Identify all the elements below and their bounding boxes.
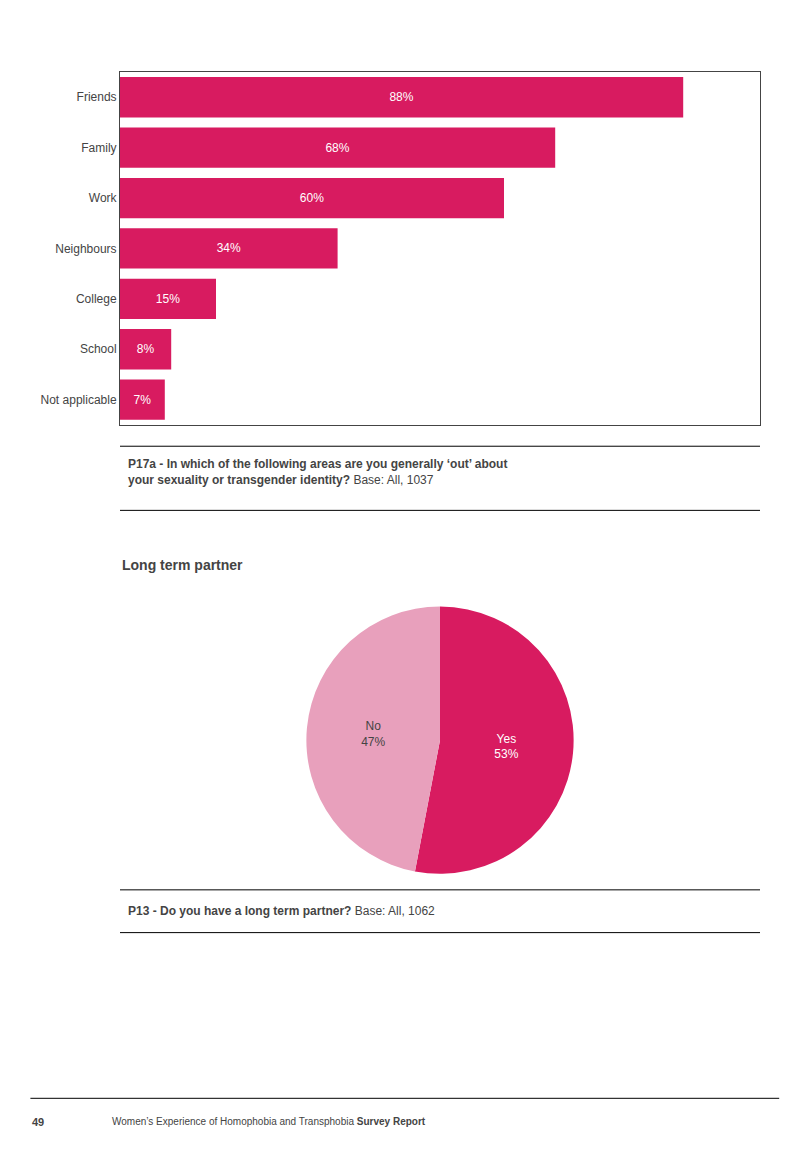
svg-text:49: 49 xyxy=(32,1116,44,1128)
svg-text:Long term partner: Long term partner xyxy=(122,557,243,573)
svg-text:P13 - Do you have a long term: P13 - Do you have a long term partner? B… xyxy=(128,904,435,918)
svg-text:No47%: No47% xyxy=(361,719,385,749)
svg-text:88%: 88% xyxy=(389,90,413,104)
svg-text:8%: 8% xyxy=(137,342,155,356)
svg-text:Not applicable: Not applicable xyxy=(41,393,117,407)
svg-text:School: School xyxy=(80,342,117,356)
svg-text:15%: 15% xyxy=(156,292,180,306)
svg-text:68%: 68% xyxy=(325,141,349,155)
svg-text:34%: 34% xyxy=(217,241,241,255)
svg-text:7%: 7% xyxy=(134,393,152,407)
svg-text:Yes53%: Yes53% xyxy=(494,732,518,762)
svg-text:Neighbours: Neighbours xyxy=(55,242,116,256)
svg-text:Friends: Friends xyxy=(77,90,117,104)
svg-text:Family: Family xyxy=(81,141,116,155)
svg-text:60%: 60% xyxy=(300,191,324,205)
svg-text:Women’s Experience of Homophob: Women’s Experience of Homophobia and Tra… xyxy=(112,1116,426,1127)
svg-text:Work: Work xyxy=(89,191,118,205)
svg-text:P17a - In which of the followi: P17a - In which of the following areas a… xyxy=(128,457,507,487)
svg-text:College: College xyxy=(76,292,117,306)
